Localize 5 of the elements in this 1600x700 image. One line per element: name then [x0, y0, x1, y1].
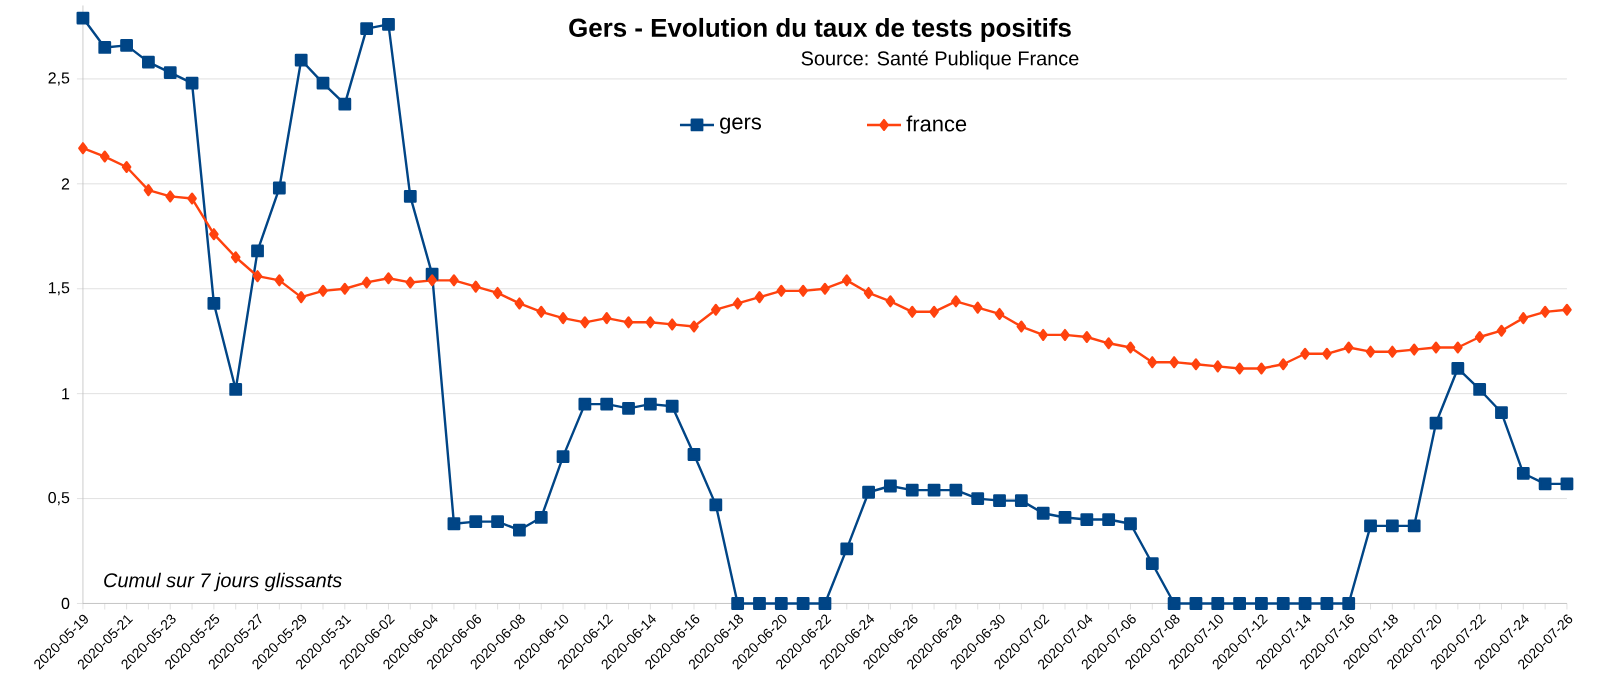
legend-label: france: [906, 115, 967, 132]
text: Source: Santé Publique France: [801, 50, 1079, 70]
chart-title: Gers - Evolution du taux de tests positifs: [569, 17, 1071, 43]
legend-label: gers: [720, 117, 762, 134]
annotation: Cumul sur 7 jours glissants: [104, 572, 342, 592]
